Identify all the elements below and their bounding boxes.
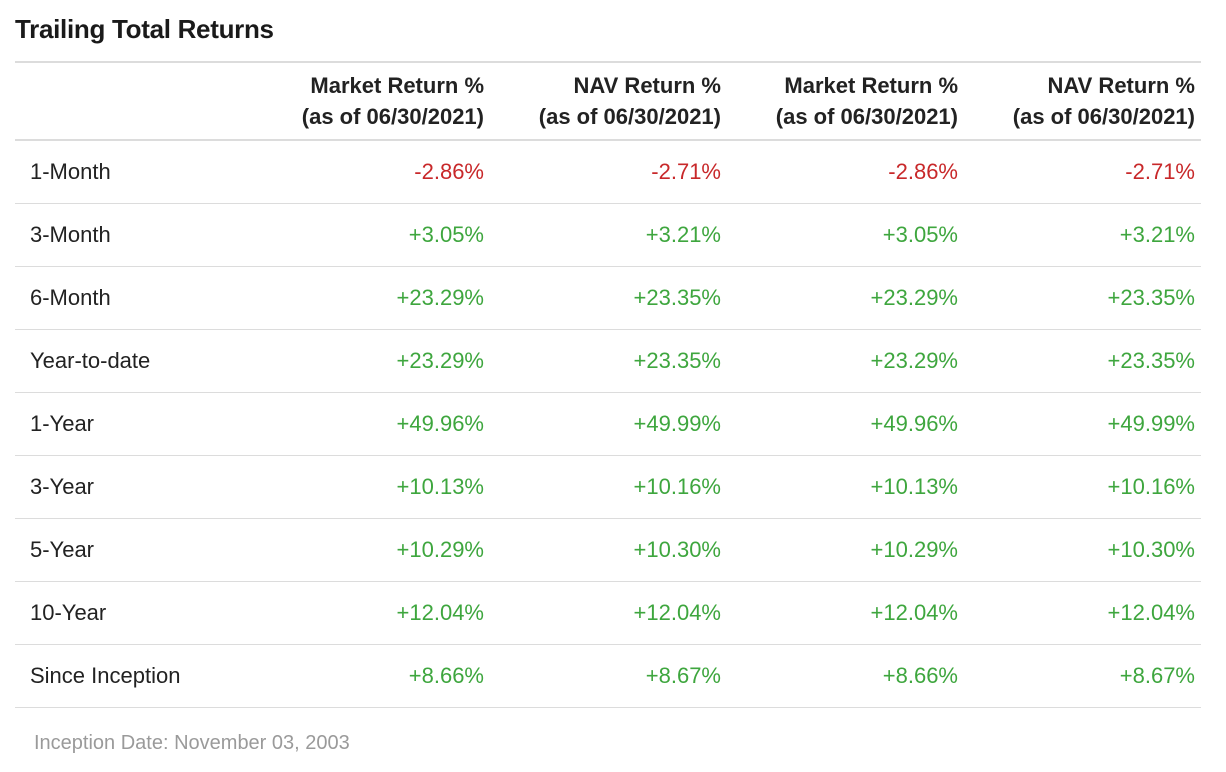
header-nav-return-2: NAV Return % (as of 06/30/2021): [964, 61, 1201, 141]
period-label: Since Inception: [15, 644, 253, 708]
table-row: 10-Year +12.04% +12.04% +12.04% +12.04%: [15, 581, 1201, 645]
header-label: Market Return %: [310, 73, 484, 98]
return-value: +23.29%: [727, 329, 964, 393]
return-value: +49.96%: [727, 392, 964, 456]
return-value: +49.99%: [490, 392, 727, 456]
table-row: 3-Year +10.13% +10.16% +10.13% +10.16%: [15, 455, 1201, 519]
return-value: +10.13%: [727, 455, 964, 519]
return-value: +3.05%: [727, 203, 964, 267]
return-value: +23.29%: [727, 266, 964, 330]
period-label: 3-Year: [15, 455, 253, 519]
period-label: 5-Year: [15, 518, 253, 582]
inception-date-note: Inception Date: November 03, 2003: [34, 732, 350, 754]
period-label: 1-Month: [15, 140, 253, 204]
return-value: +10.16%: [964, 455, 1201, 519]
return-value: +49.99%: [964, 392, 1201, 456]
table-row: 5-Year +10.29% +10.30% +10.29% +10.30%: [15, 518, 1201, 582]
return-value: +10.30%: [964, 518, 1201, 582]
return-value: +23.29%: [253, 266, 490, 330]
return-value: +23.35%: [490, 266, 727, 330]
return-value: +12.04%: [490, 581, 727, 645]
period-label: 6-Month: [15, 266, 253, 330]
trailing-returns-table: Market Return % (as of 06/30/2021) NAV R…: [15, 61, 1201, 708]
period-label: 1-Year: [15, 392, 253, 456]
header-label: NAV Return %: [1047, 73, 1196, 98]
period-label: 3-Month: [15, 203, 253, 267]
return-value: +12.04%: [253, 581, 490, 645]
return-value: +3.21%: [490, 203, 727, 267]
header-sub-label: (as of 06/30/2021): [301, 104, 484, 129]
header-period-cell: [15, 61, 253, 141]
table-row: Since Inception +8.66% +8.67% +8.66% +8.…: [15, 644, 1201, 708]
table-row: 1-Month -2.86% -2.71% -2.86% -2.71%: [15, 140, 1201, 204]
return-value: +23.35%: [964, 266, 1201, 330]
table-row: 1-Year +49.96% +49.99% +49.96% +49.99%: [15, 392, 1201, 456]
return-value: +8.67%: [964, 644, 1201, 708]
return-value: +3.21%: [964, 203, 1201, 267]
header-market-return-2: Market Return % (as of 06/30/2021): [727, 61, 964, 141]
return-value: +23.29%: [253, 329, 490, 393]
return-value: -2.71%: [490, 140, 727, 204]
return-value: +10.16%: [490, 455, 727, 519]
header-nav-return-1: NAV Return % (as of 06/30/2021): [490, 61, 727, 141]
return-value: -2.86%: [727, 140, 964, 204]
header-sub-label: (as of 06/30/2021): [538, 104, 721, 129]
return-value: +23.35%: [964, 329, 1201, 393]
header-sub-label: (as of 06/30/2021): [1012, 104, 1195, 129]
table-row: 6-Month +23.29% +23.35% +23.29% +23.35%: [15, 266, 1201, 330]
table-row: Year-to-date +23.29% +23.35% +23.29% +23…: [15, 329, 1201, 393]
return-value: -2.71%: [964, 140, 1201, 204]
return-value: +12.04%: [727, 581, 964, 645]
header-market-return-1: Market Return % (as of 06/30/2021): [253, 61, 490, 141]
return-value: +49.96%: [253, 392, 490, 456]
page-title: Trailing Total Returns: [15, 14, 274, 44]
return-value: +10.29%: [727, 518, 964, 582]
return-value: +12.04%: [964, 581, 1201, 645]
table-header-row: Market Return % (as of 06/30/2021) NAV R…: [15, 61, 1201, 141]
return-value: +8.66%: [727, 644, 964, 708]
return-value: -2.86%: [253, 140, 490, 204]
return-value: +23.35%: [490, 329, 727, 393]
table-row: 3-Month +3.05% +3.21% +3.05% +3.21%: [15, 203, 1201, 267]
header-label: Market Return %: [784, 73, 958, 98]
return-value: +10.13%: [253, 455, 490, 519]
return-value: +8.66%: [253, 644, 490, 708]
return-value: +8.67%: [490, 644, 727, 708]
return-value: +10.30%: [490, 518, 727, 582]
return-value: +10.29%: [253, 518, 490, 582]
period-label: 10-Year: [15, 581, 253, 645]
header-label: NAV Return %: [573, 73, 722, 98]
period-label: Year-to-date: [15, 329, 253, 393]
return-value: +3.05%: [253, 203, 490, 267]
header-sub-label: (as of 06/30/2021): [775, 104, 958, 129]
